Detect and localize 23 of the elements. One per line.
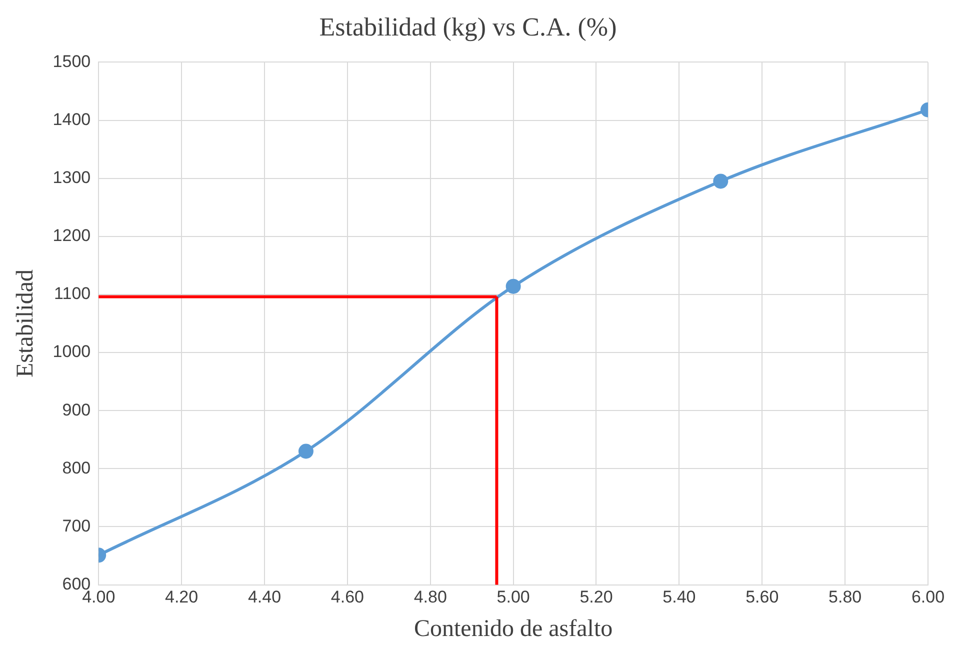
- y-axis-title: Estabilidad: [12, 270, 39, 378]
- y-tick-label: 1400: [52, 110, 91, 129]
- x-axis-title: Contenido de asfalto: [414, 616, 613, 642]
- x-tick-label: 5.80: [828, 588, 862, 607]
- x-tick-label: 5.00: [496, 588, 530, 607]
- x-tick-label: 4.20: [165, 588, 198, 607]
- chart-title: Estabilidad (kg) vs C.A. (%): [319, 12, 617, 42]
- y-tick-label: 1200: [52, 226, 91, 246]
- x-tick-label: 5.40: [662, 588, 696, 607]
- x-tick-label: 5.20: [580, 588, 613, 607]
- y-tick-label: 1100: [54, 284, 91, 304]
- x-tick-label: 5.60: [746, 588, 779, 607]
- x-tick-label: 4.80: [414, 588, 447, 607]
- x-tick-label: 6.00: [911, 588, 945, 607]
- y-tick-label: 1000: [52, 342, 91, 362]
- y-tick-label: 1300: [52, 168, 91, 188]
- y-tick-label: 700: [62, 516, 91, 536]
- point: [506, 278, 521, 294]
- y-tick-label: 800: [62, 458, 91, 478]
- y-tick-label: 1500: [52, 52, 91, 71]
- y-tick-label: 900: [62, 400, 91, 420]
- x-tick-label: 4.40: [248, 588, 282, 607]
- x-tick-label: 4.60: [330, 588, 364, 607]
